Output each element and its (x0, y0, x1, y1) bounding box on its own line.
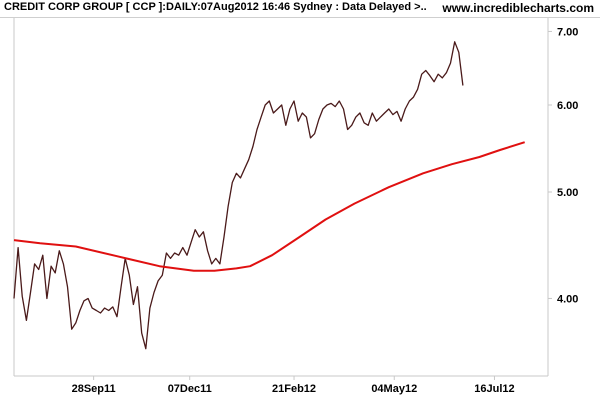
x-tick-label: 16Jul12 (474, 383, 514, 395)
y-tick-label: 4.00 (557, 293, 578, 305)
x-tick-label: 21Feb12 (272, 383, 316, 395)
x-tick-label: 28Sep11 (72, 383, 116, 395)
x-tick-label: 04May12 (371, 383, 417, 395)
moving-average-line (13, 141, 526, 272)
source-link[interactable]: www.incrediblecharts.com (442, 1, 594, 15)
chart-title: CREDIT CORP GROUP [ CCP ]:DAILY:07Aug201… (4, 1, 427, 13)
y-tick-label: 7.00 (557, 26, 578, 38)
price-line (13, 41, 464, 350)
x-tick-label: 07Dec11 (168, 383, 212, 395)
header-divider (0, 17, 600, 18)
y-tick-label: 5.00 (557, 187, 578, 199)
y-tick-label: 6.00 (557, 100, 578, 112)
